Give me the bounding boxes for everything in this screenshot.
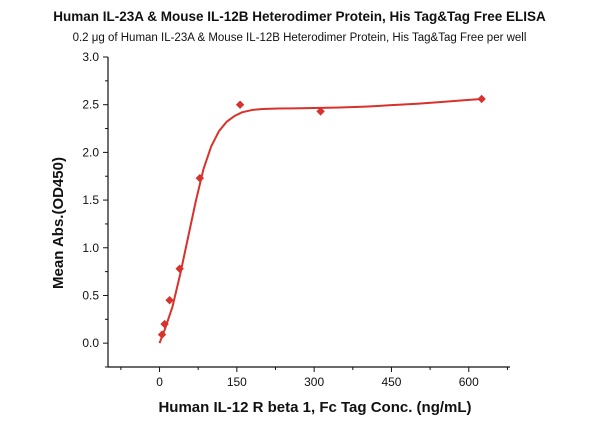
data-point (195, 173, 205, 183)
data-point (157, 330, 167, 339)
fit-curve-layer (158, 97, 482, 344)
y-tick-label: 0.0 (82, 336, 99, 350)
y-tick-label: 1.5 (82, 193, 99, 207)
data-point (477, 94, 486, 104)
chart-title: Human IL-23A & Mouse IL-12B Heterodimer … (53, 9, 546, 24)
x-tick-label: 300 (304, 375, 324, 389)
x-tick-label: 0 (156, 375, 163, 389)
data-points-layer (157, 94, 486, 339)
x-tick-label: 600 (459, 375, 479, 389)
fit-curve (158, 97, 482, 344)
chart-subtitle: 0.2 μg of Human IL-23A & Mouse IL-12B He… (72, 32, 527, 44)
data-point (316, 107, 325, 116)
y-tick-label: 0.5 (82, 288, 99, 302)
y-tick-label: 2.5 (82, 98, 99, 112)
y-tick-label: 3.0 (82, 50, 99, 64)
y-tick-label: 2.0 (82, 145, 99, 159)
data-point (165, 296, 174, 305)
y-axis-title: Mean Abs.(OD450) (50, 157, 67, 289)
y-tick-label: 1.0 (82, 241, 99, 255)
data-point (235, 100, 245, 109)
x-tick-label: 150 (227, 375, 247, 389)
data-point (160, 319, 169, 329)
data-point (175, 264, 184, 273)
axes: 0.0 0.5 1.0 1.5 2.0 2.5 3.0 0 150 300 450 600 (82, 50, 510, 389)
x-axis-title: Human IL-12 R beta 1, Fc Tag Conc. (ng/m… (158, 399, 471, 416)
x-tick-label: 450 (381, 375, 401, 389)
